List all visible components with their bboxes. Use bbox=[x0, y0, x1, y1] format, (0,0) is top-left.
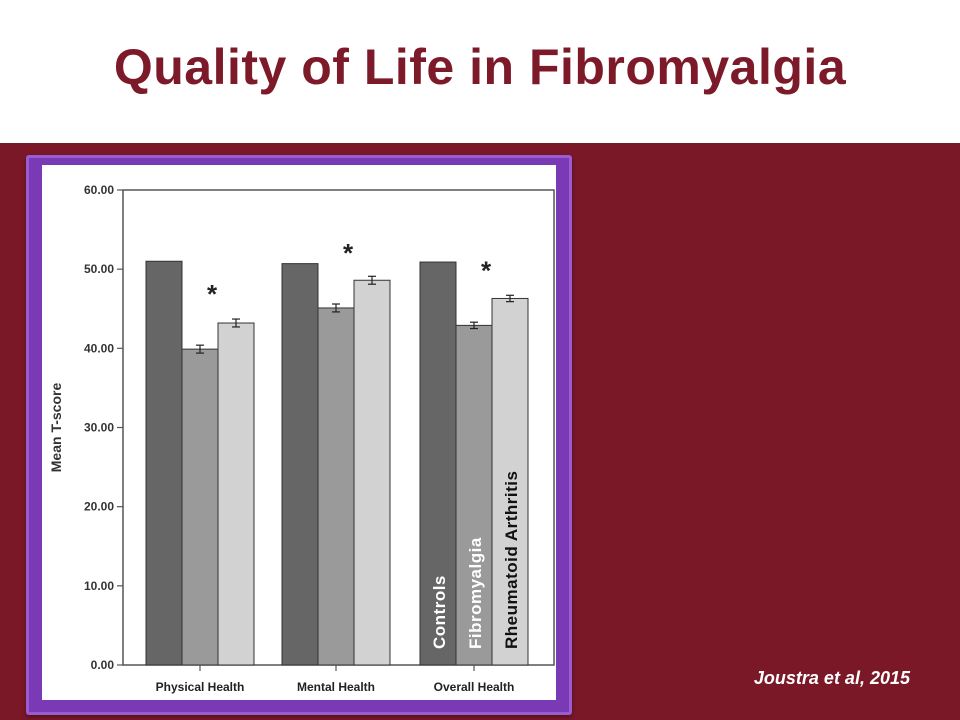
bar bbox=[217, 322, 255, 666]
category-label: Physical Health bbox=[156, 680, 245, 694]
bar bbox=[281, 263, 319, 666]
bar-chart: 0.00 10.00 20.00 30.00 40.00 50.00 60.00 Mean T… bbox=[48, 183, 555, 694]
significance-marker: * bbox=[481, 255, 492, 285]
slide-title: Quality of Life in Fibromyalgia bbox=[113, 39, 847, 95]
bar bbox=[317, 307, 355, 666]
y-tick-label: 40.00 bbox=[84, 341, 114, 355]
bar bbox=[181, 348, 219, 666]
series-label: Rheumatoid Arthritis bbox=[502, 471, 521, 649]
bar bbox=[491, 297, 529, 666]
bar bbox=[419, 261, 457, 666]
y-tick-label: 20.00 bbox=[84, 500, 114, 514]
y-axis-label: Mean T-score bbox=[48, 383, 64, 473]
y-tick-label: 10.00 bbox=[84, 579, 114, 593]
bar bbox=[145, 260, 183, 666]
citation: Joustra et al, 2015 bbox=[753, 668, 910, 688]
y-tick-label: 0.00 bbox=[91, 658, 115, 672]
category-label: Overall Health bbox=[434, 680, 515, 694]
y-tick-label: 60.00 bbox=[84, 183, 114, 197]
y-tick-label: 30.00 bbox=[84, 421, 114, 435]
y-tick-label: 50.00 bbox=[84, 262, 114, 276]
category-label: Mental Health bbox=[297, 680, 375, 694]
series-label: Controls bbox=[430, 575, 449, 649]
chart-panel: 0.00 10.00 20.00 30.00 40.00 50.00 60.00 Mean T… bbox=[42, 165, 556, 700]
significance-marker: * bbox=[343, 238, 354, 268]
series-label: Fibromyalgia bbox=[466, 537, 485, 649]
bar bbox=[353, 279, 391, 666]
significance-marker: * bbox=[207, 279, 218, 309]
